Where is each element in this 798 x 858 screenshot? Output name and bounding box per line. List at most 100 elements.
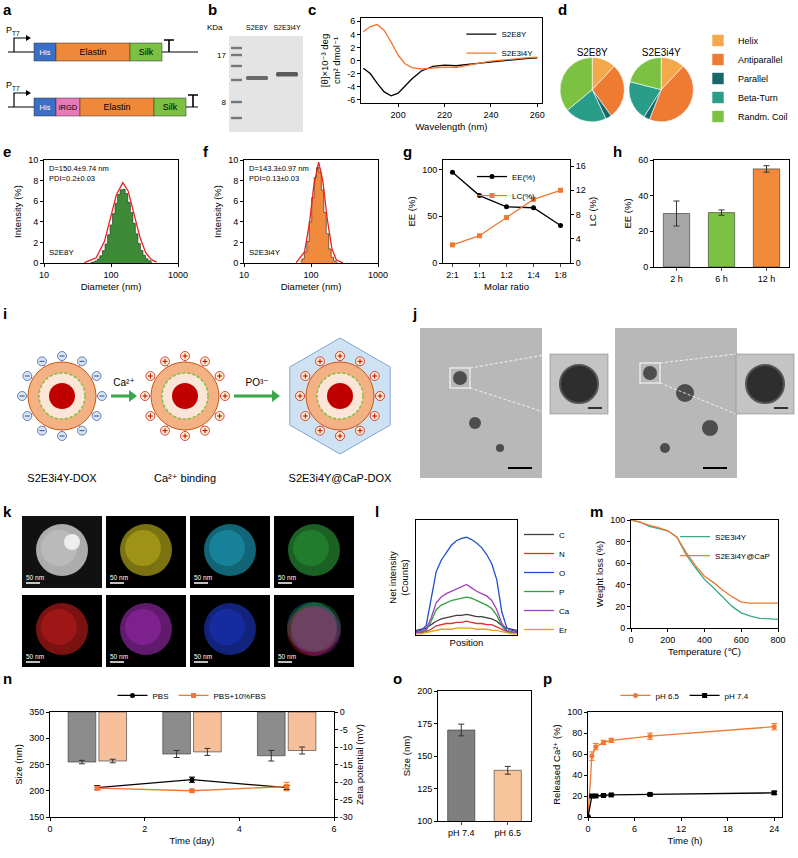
svg-text:50 nm: 50 nm [110,574,128,581]
svg-text:8: 8 [576,210,581,220]
svg-text:Position: Position [450,637,484,648]
svg-text:10: 10 [39,270,49,280]
svg-text:300: 300 [29,733,44,743]
svg-text:-4: -4 [347,82,355,92]
svg-text:12 h: 12 h [758,274,776,284]
svg-text:-10: -10 [340,742,353,752]
svg-text:80: 80 [572,728,582,738]
svg-text:-5: -5 [340,725,348,735]
svg-text:4: 4 [576,234,581,244]
svg-text:Ca²⁺: Ca²⁺ [113,377,134,388]
svg-text:20: 20 [572,791,582,801]
svg-text:S2E8Y: S2E8Y [501,30,527,39]
svg-text:Molar ratio: Molar ratio [484,281,529,292]
svg-text:Er: Er [559,626,567,635]
svg-text:1:1: 1:1 [473,270,486,280]
svg-text:125: 125 [417,784,432,794]
svg-text:6: 6 [331,824,336,834]
svg-text:S2E8Y: S2E8Y [49,248,75,257]
svg-text:D=150.4±9.74 nmPDI=0.2±0.03: D=150.4±9.74 nmPDI=0.2±0.03 [49,164,109,183]
svg-text:60: 60 [615,558,625,568]
svg-text:0: 0 [33,258,38,268]
svg-text:Diameter (nm): Diameter (nm) [81,281,142,292]
svg-text:S2E3i4Y: S2E3i4Y [249,248,281,257]
svg-text:-20: -20 [340,777,353,787]
svg-text:Time (h): Time (h) [667,835,702,846]
svg-text:50 nm: 50 nm [194,574,212,581]
svg-text:pH 6.5: pH 6.5 [494,828,521,838]
svg-text:200: 200 [417,686,432,696]
svg-text:Weight loss (%): Weight loss (%) [594,541,605,607]
svg-text:350: 350 [29,707,44,717]
svg-text:240: 240 [483,110,498,120]
svg-text:Wavelength (nm): Wavelength (nm) [416,121,488,132]
svg-text:N: N [559,550,565,559]
svg-text:Beta-Turn: Beta-Turn [738,93,778,103]
svg-text:S2E3i4Y-DOX: S2E3i4Y-DOX [27,472,97,484]
svg-text:17: 17 [217,51,226,60]
svg-text:[θ]×10⁻³ degcm² dmol⁻¹: [θ]×10⁻³ degcm² dmol⁻¹ [319,34,342,87]
svg-text:6: 6 [33,196,38,206]
svg-text:18: 18 [723,824,733,834]
svg-text:0: 0 [47,824,52,834]
svg-text:100: 100 [417,816,432,826]
svg-text:16: 16 [576,161,586,171]
svg-text:0: 0 [432,258,437,268]
svg-text:260: 260 [530,110,545,120]
svg-text:100: 100 [610,515,625,525]
svg-text:PT7: PT7 [6,25,20,37]
svg-text:His: His [40,48,51,57]
svg-text:40: 40 [572,770,582,780]
svg-text:150: 150 [417,751,432,761]
svg-text:50 nm: 50 nm [110,653,128,660]
svg-text:0: 0 [643,262,648,272]
svg-text:Diameter (nm): Diameter (nm) [281,281,342,292]
svg-text:50 nm: 50 nm [278,574,296,581]
svg-text:EE (%): EE (%) [406,196,417,226]
svg-text:iRGD: iRGD [59,103,78,112]
svg-text:Size (nm): Size (nm) [401,736,412,777]
svg-text:10: 10 [28,155,38,165]
svg-text:100: 100 [303,270,318,280]
svg-text:20: 20 [638,226,648,236]
svg-text:8: 8 [233,176,238,186]
svg-text:S2E8Y: S2E8Y [246,24,268,31]
svg-text:O: O [559,569,565,578]
svg-text:50 nm: 50 nm [26,574,44,581]
svg-text:Ca²⁺ binding: Ca²⁺ binding [154,472,216,484]
svg-text:150: 150 [29,812,44,822]
svg-text:50 nm: 50 nm [278,653,296,660]
svg-text:P: P [559,588,564,597]
svg-text:S2E8Y: S2E8Y [577,47,608,58]
svg-text:S2E3i4Y: S2E3i4Y [642,47,681,58]
svg-text:D=143.3±0.97 nmPDI=0.13±0.03: D=143.3±0.97 nmPDI=0.13±0.03 [249,164,309,183]
svg-text:10: 10 [228,155,238,165]
svg-text:Silk: Silk [139,47,154,57]
svg-text:200: 200 [660,635,675,645]
svg-text:200: 200 [29,786,44,796]
svg-text:6 h: 6 h [715,274,728,284]
svg-text:Zeta potential (mV): Zeta potential (mV) [354,724,365,805]
svg-text:0: 0 [577,812,582,822]
svg-text:60: 60 [638,155,648,165]
svg-text:-30: -30 [340,812,353,822]
svg-text:20: 20 [615,602,625,612]
svg-text:24: 24 [769,824,779,834]
svg-text:EE (%): EE (%) [622,198,633,228]
svg-text:8: 8 [222,98,227,107]
svg-text:Temperature (℃): Temperature (℃) [668,646,741,657]
svg-text:-25: -25 [340,795,353,805]
svg-text:4: 4 [350,29,355,39]
svg-text:2: 2 [350,43,355,53]
svg-text:PBS: PBS [153,692,169,701]
svg-text:-2: -2 [347,69,355,79]
svg-text:PT7: PT7 [6,80,20,92]
svg-text:2: 2 [33,238,38,248]
svg-text:6: 6 [632,824,637,834]
svg-text:Elastin: Elastin [79,47,106,57]
svg-text:6: 6 [233,196,238,206]
svg-text:8: 8 [33,176,38,186]
svg-text:50 nm: 50 nm [26,653,44,660]
svg-text:50 nm: 50 nm [194,653,212,660]
svg-text:Antiparallel: Antiparallel [738,55,783,65]
